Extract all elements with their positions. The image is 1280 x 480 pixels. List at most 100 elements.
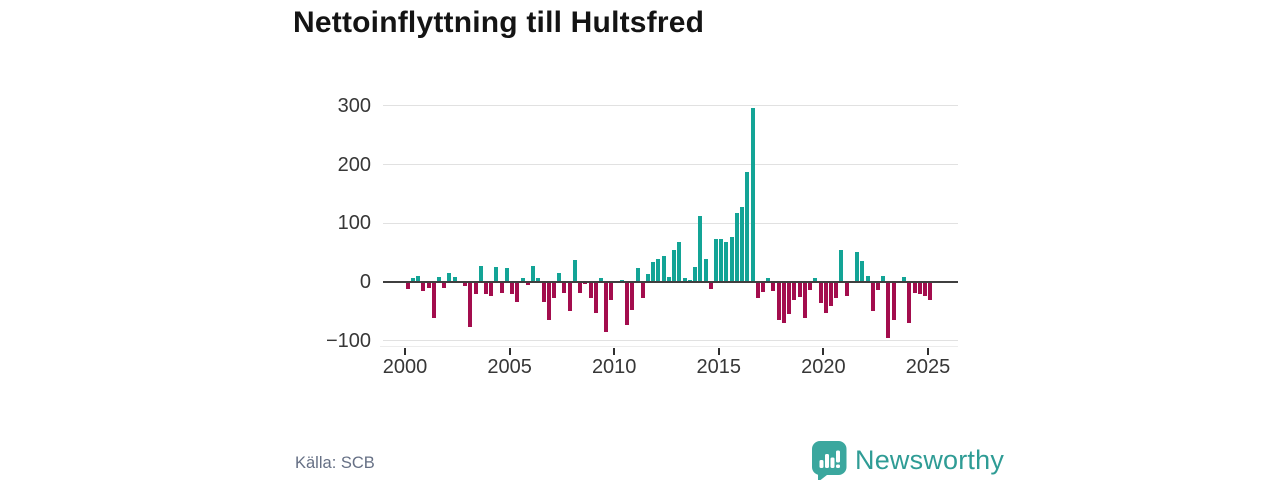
bar-negative xyxy=(928,282,933,300)
bar-negative xyxy=(844,282,849,297)
bar-positive xyxy=(572,259,577,282)
bar-positive xyxy=(839,249,844,282)
bar-positive xyxy=(531,266,536,282)
zero-line xyxy=(383,281,958,283)
x-axis-tick-label: 2015 xyxy=(696,356,742,378)
bar-positive xyxy=(557,272,562,282)
bar-negative xyxy=(640,282,645,299)
bar-negative xyxy=(546,282,551,321)
bar-positive xyxy=(766,278,771,282)
bar-positive xyxy=(666,277,671,282)
bar-positive xyxy=(536,278,541,282)
bar-negative xyxy=(776,282,781,320)
bar-negative xyxy=(405,282,410,290)
bar-negative xyxy=(578,282,583,293)
bar-negative xyxy=(442,282,447,289)
bar-positive xyxy=(656,259,661,282)
bar-negative xyxy=(808,282,813,290)
bar-negative xyxy=(463,282,468,286)
bar-positive xyxy=(860,261,865,282)
bar-positive xyxy=(698,215,703,282)
bar-negative xyxy=(426,282,431,288)
bar-negative xyxy=(604,282,609,332)
bar-negative xyxy=(588,282,593,298)
x-axis-tick xyxy=(927,348,929,355)
bar-negative xyxy=(431,282,436,319)
bar-positive xyxy=(410,277,415,282)
bar-negative xyxy=(828,282,833,307)
x-axis-line xyxy=(380,345,958,347)
bar-negative xyxy=(781,282,786,323)
bar-negative xyxy=(917,282,922,295)
bar-positive xyxy=(672,249,677,282)
bar-positive xyxy=(494,267,499,282)
bar-negative xyxy=(708,282,713,290)
y-axis-tick-label: 0 xyxy=(359,271,371,293)
x-axis-tick-label: 2025 xyxy=(905,356,951,378)
bar-positive xyxy=(598,278,603,282)
bar-positive xyxy=(881,276,886,282)
bar-negative xyxy=(912,282,917,294)
bar-positive xyxy=(813,277,818,282)
bar-negative xyxy=(823,282,828,314)
bar-positive xyxy=(745,171,750,282)
bar-positive xyxy=(478,266,483,282)
bar-negative xyxy=(891,282,896,320)
bar-positive xyxy=(729,237,734,282)
bar-positive xyxy=(740,207,745,282)
gridline xyxy=(383,164,958,166)
bar-negative xyxy=(876,282,881,290)
bar-positive xyxy=(750,107,755,282)
x-axis-tick xyxy=(508,348,511,355)
bar-negative xyxy=(510,282,515,294)
bar-negative xyxy=(484,282,488,294)
bar-positive xyxy=(436,277,441,282)
bar-negative xyxy=(499,282,504,293)
bar-positive xyxy=(902,277,907,282)
bar-positive xyxy=(661,255,666,282)
bar-negative xyxy=(562,282,567,293)
bar-negative xyxy=(541,282,546,302)
bar-negative xyxy=(593,282,598,313)
bar-positive xyxy=(734,213,739,282)
bar-positive xyxy=(520,277,525,282)
x-axis-tick-label: 2005 xyxy=(487,356,532,378)
y-axis-tick-label: −100 xyxy=(325,329,371,352)
bar-positive xyxy=(682,278,687,282)
x-axis-tick xyxy=(613,348,616,355)
bar-negative xyxy=(421,282,426,291)
bar-negative xyxy=(630,282,635,311)
bar-negative xyxy=(525,282,530,285)
brand-name: Newsworthy xyxy=(855,444,1005,475)
bar-negative xyxy=(609,282,614,301)
y-axis-tick-label: 200 xyxy=(337,153,371,176)
bar-positive xyxy=(677,242,682,282)
bar-positive xyxy=(703,259,708,282)
bar-negative xyxy=(797,282,802,298)
x-axis-tick xyxy=(717,348,720,355)
x-axis-tick-label: 2000 xyxy=(382,356,428,378)
bar-positive xyxy=(416,276,421,282)
bar-negative xyxy=(771,282,776,291)
bar-negative xyxy=(515,282,520,302)
bar-negative xyxy=(923,282,928,297)
x-axis-tick-label: 2020 xyxy=(801,356,846,378)
bar-positive xyxy=(865,276,870,282)
bar-negative xyxy=(870,282,875,312)
bar-positive xyxy=(619,279,624,282)
bar-negative xyxy=(489,282,494,296)
gridline xyxy=(383,340,958,342)
bar-positive xyxy=(719,238,724,282)
bar-negative xyxy=(473,282,478,295)
bar-negative xyxy=(792,282,797,301)
bar-negative xyxy=(834,282,839,298)
y-axis-tick-label: 100 xyxy=(337,212,371,235)
gridline xyxy=(383,222,958,224)
bar-negative xyxy=(468,282,473,328)
x-axis-tick-label: 2010 xyxy=(591,356,637,378)
y-axis-tick-label: 300 xyxy=(337,94,371,117)
bar-positive xyxy=(713,238,718,282)
newsworthy-logo-icon xyxy=(812,441,847,480)
x-axis-tick xyxy=(404,348,406,355)
